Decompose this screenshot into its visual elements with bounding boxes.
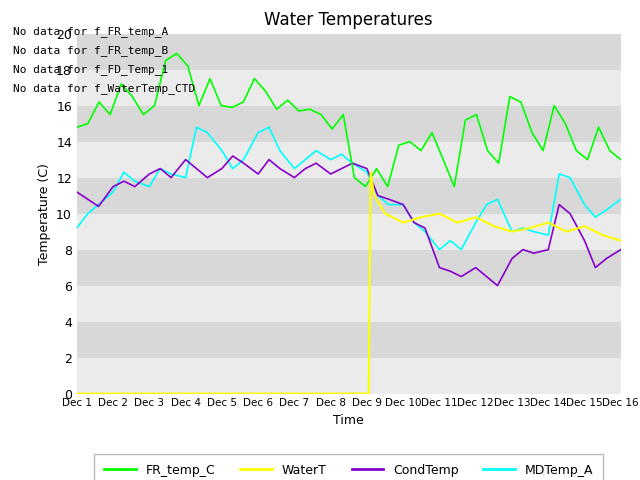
Bar <box>77 34 621 70</box>
Bar <box>77 358 621 394</box>
Bar <box>77 250 621 286</box>
Bar <box>77 322 621 358</box>
X-axis label: Time: Time <box>333 414 364 427</box>
Bar <box>77 70 621 106</box>
Text: No data for f_FR_temp_A: No data for f_FR_temp_A <box>13 25 168 36</box>
Text: No data for f_FD_Temp_1: No data for f_FD_Temp_1 <box>13 64 168 75</box>
Text: No data for f_WaterTemp_CTD: No data for f_WaterTemp_CTD <box>13 83 195 94</box>
Bar <box>77 178 621 214</box>
Text: No data for f_FR_temp_B: No data for f_FR_temp_B <box>13 45 168 56</box>
Y-axis label: Temperature (C): Temperature (C) <box>38 163 51 264</box>
Title: Water Temperatures: Water Temperatures <box>264 11 433 29</box>
Bar <box>77 214 621 250</box>
Bar <box>77 106 621 142</box>
Bar <box>77 142 621 178</box>
Bar <box>77 286 621 322</box>
Legend: FR_temp_C, WaterT, CondTemp, MDTemp_A: FR_temp_C, WaterT, CondTemp, MDTemp_A <box>95 454 603 480</box>
